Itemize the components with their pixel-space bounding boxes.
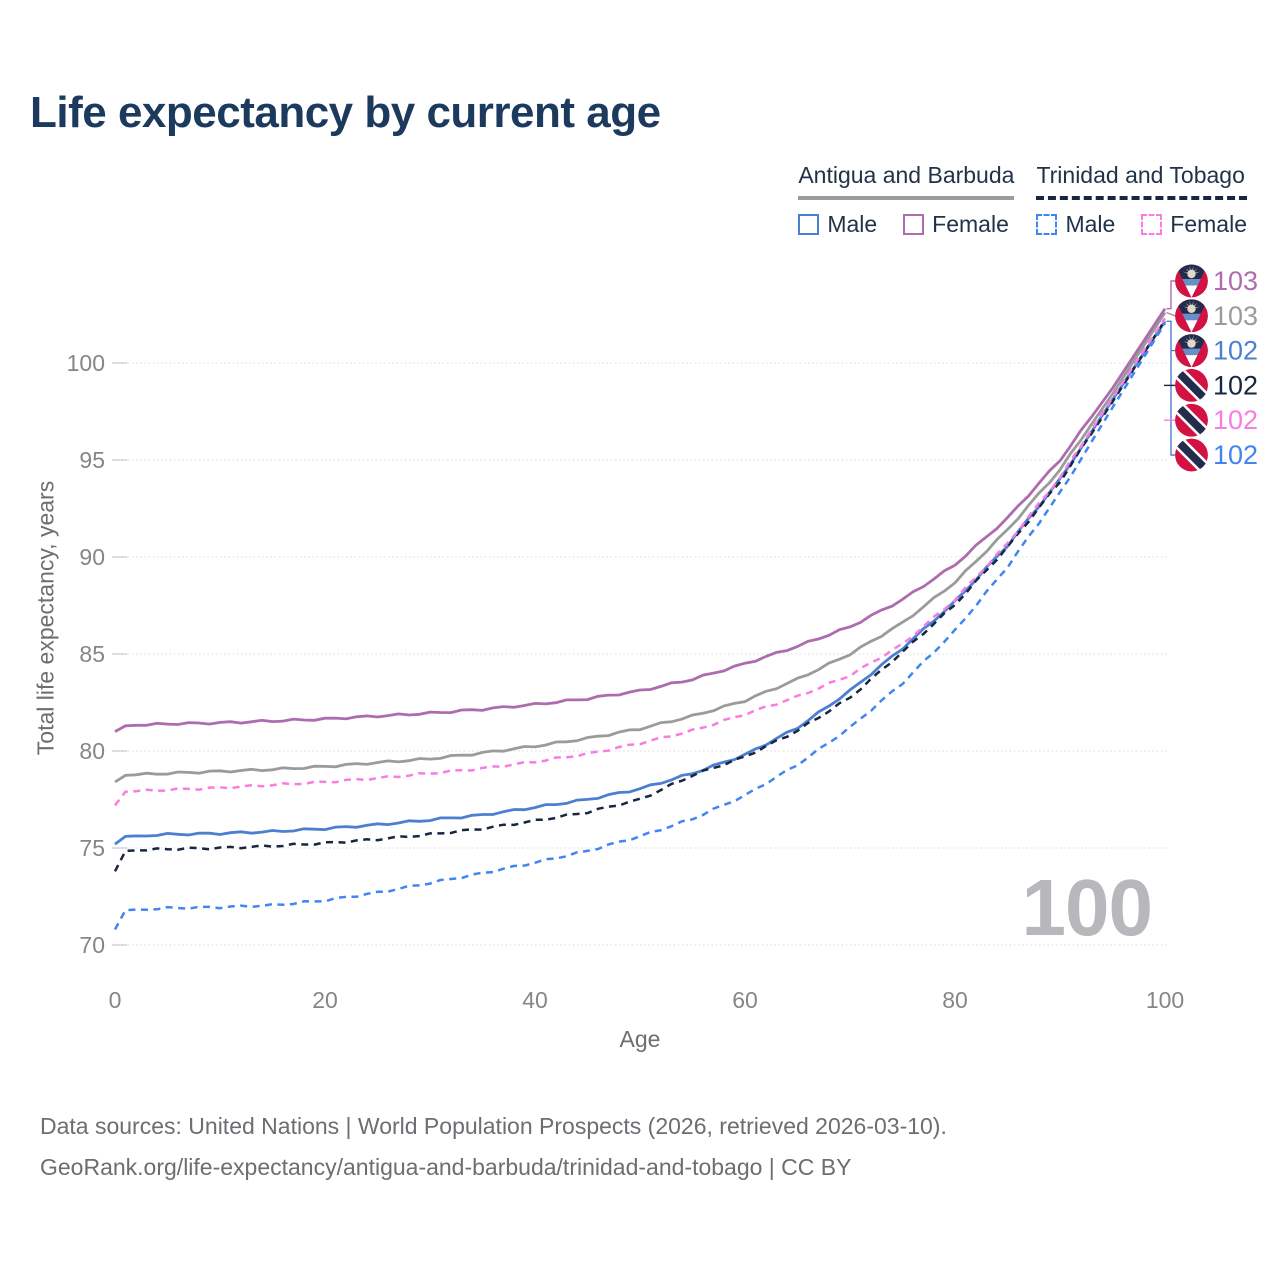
legend-item-trinidad-male[interactable]: Male xyxy=(1036,211,1115,238)
series-line-trinidad-and-tobago-male xyxy=(113,322,1167,931)
legend-items-trinidad-and-tobago: Male Female xyxy=(1036,211,1247,238)
leader-line xyxy=(1166,320,1175,456)
y-tick-label: 90 xyxy=(79,544,105,570)
y-tick-label: 80 xyxy=(79,738,105,764)
page-title: Life expectancy by current age xyxy=(30,88,661,137)
flag-icon-antigua-and-barbuda xyxy=(1175,264,1208,298)
legend-item-antigua-male[interactable]: Male xyxy=(798,211,877,238)
male-dashed-swatch-icon xyxy=(1036,214,1058,235)
female-dashed-swatch-icon xyxy=(1141,214,1163,235)
series-line-trinidad-and-tobago-total xyxy=(113,319,1167,872)
y-tick-label: 70 xyxy=(79,932,105,958)
end-value-label: 102 xyxy=(1213,336,1258,366)
y-tick-label: 95 xyxy=(79,447,105,473)
legend-group-trinidad-and-tobago: Trinidad and Tobago Male Female xyxy=(1036,162,1247,238)
series-line-antigua-and-barbuda-male xyxy=(114,320,1167,846)
x-tick-label: 40 xyxy=(522,987,548,1013)
x-tick-label: 0 xyxy=(109,987,122,1013)
end-value-label: 103 xyxy=(1213,266,1258,296)
end-value-label: 102 xyxy=(1213,405,1258,435)
age-counter-watermark: 100 xyxy=(1021,863,1153,952)
legend-item-label: Female xyxy=(1170,211,1247,237)
legend-item-antigua-female[interactable]: Female xyxy=(903,211,1009,238)
flag-icon-trinidad-and-tobago xyxy=(1175,403,1208,437)
end-value-label: 102 xyxy=(1213,440,1258,470)
y-tick-label: 75 xyxy=(79,835,105,861)
x-tick-label: 60 xyxy=(732,987,758,1013)
footer-attribution: GeoRank.org/life-expectancy/antigua-and-… xyxy=(40,1154,852,1181)
legend-country-antigua-and-barbuda[interactable]: Antigua and Barbuda xyxy=(798,162,1015,200)
series-line-trinidad-and-tobago-female xyxy=(114,317,1167,807)
x-tick-label: 80 xyxy=(942,987,968,1013)
footer-data-sources: Data sources: United Nations | World Pop… xyxy=(40,1113,947,1139)
legend-item-label: Male xyxy=(1065,211,1116,237)
legend-items-antigua-and-barbuda: Male Female xyxy=(798,211,1014,238)
y-tick-label: 100 xyxy=(67,350,105,376)
legend-item-label: Male xyxy=(827,211,878,237)
legend-item-label: Female xyxy=(932,211,1009,237)
end-value-label: 103 xyxy=(1213,301,1258,331)
flag-icon-antigua-and-barbuda xyxy=(1175,299,1208,333)
x-tick-label: 100 xyxy=(1146,987,1184,1013)
y-tick-label: 85 xyxy=(79,641,105,667)
female-solid-swatch-icon xyxy=(903,214,925,235)
legend: Antigua and Barbuda Male Female Trinidad… xyxy=(798,162,1247,238)
series-line-antigua-and-barbuda-total xyxy=(114,311,1167,784)
end-value-label: 102 xyxy=(1213,370,1258,400)
leader-line xyxy=(1166,311,1176,317)
flag-icon-trinidad-and-tobago xyxy=(1175,368,1208,402)
legend-group-antigua-and-barbuda: Antigua and Barbuda Male Female xyxy=(798,162,1015,238)
flag-icon-trinidad-and-tobago xyxy=(1175,438,1208,472)
legend-country-trinidad-and-tobago[interactable]: Trinidad and Tobago xyxy=(1036,162,1247,200)
x-tick-label: 20 xyxy=(312,987,338,1013)
footer: Data sources: United Nations | World Pop… xyxy=(40,1106,947,1189)
series-line-antigua-and-barbuda-female xyxy=(114,307,1167,733)
x-axis-title: Age xyxy=(619,1026,661,1052)
flag-icon-antigua-and-barbuda xyxy=(1175,334,1208,368)
legend-item-trinidad-female[interactable]: Female xyxy=(1141,211,1247,238)
y-axis-title: Total life expectancy, years xyxy=(32,480,59,756)
leader-line xyxy=(1166,280,1175,310)
male-solid-swatch-icon xyxy=(798,214,820,235)
